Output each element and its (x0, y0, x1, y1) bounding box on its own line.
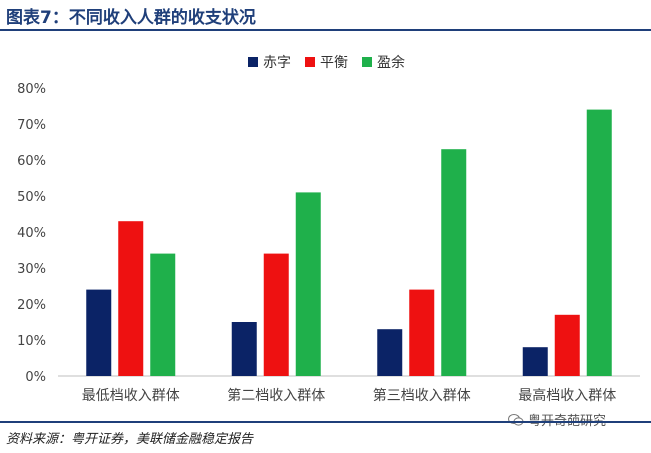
legend-swatch-deficit (248, 57, 258, 67)
legend-item-deficit: 赤字 (248, 52, 291, 72)
wechat-icon (508, 413, 524, 426)
legend: 赤字 平衡 盈余 (248, 52, 419, 72)
x-tick-label: 第三档收入群体 (373, 387, 471, 404)
legend-swatch-surplus (362, 57, 372, 67)
title-rule (0, 29, 651, 31)
chart-title: 图表7：不同收入人群的收支状况 (6, 8, 256, 28)
y-tick-label: 30% (17, 262, 46, 277)
y-tick-label: 10% (17, 334, 46, 349)
legend-item-surplus: 盈余 (362, 52, 405, 72)
bar-surplus (586, 109, 612, 376)
y-tick-label: 50% (17, 190, 46, 205)
bar-deficit (377, 329, 403, 376)
bar-deficit (86, 289, 112, 376)
legend-label-surplus: 盈余 (377, 55, 405, 71)
bar-surplus (295, 192, 321, 376)
legend-swatch-balance (305, 57, 315, 67)
legend-item-balance: 平衡 (305, 52, 348, 72)
bar-balance (263, 253, 289, 376)
watermark-text: 粤开奇葩研究 (528, 414, 607, 429)
x-tick-label: 最高档收入群体 (518, 387, 616, 404)
legend-label-balance: 平衡 (320, 55, 348, 71)
bar-deficit (522, 347, 548, 376)
legend-label-deficit: 赤字 (263, 55, 291, 71)
bar-balance (409, 289, 435, 376)
x-tick-label: 最低档收入群体 (82, 388, 180, 404)
bar-balance (554, 314, 580, 376)
source-rule (0, 421, 651, 423)
y-tick-label: 40% (17, 226, 46, 241)
source-note: 资料来源：粤开证券，美联储金融稳定报告 (6, 432, 254, 447)
y-tick-label: 0% (25, 370, 46, 385)
y-tick-label: 80% (17, 82, 46, 97)
y-tick-label: 60% (17, 154, 46, 169)
bar-balance (118, 221, 144, 376)
bar-surplus (150, 253, 176, 376)
bar-surplus (441, 149, 467, 376)
title-bar: 图表7：不同收入人群的收支状况 (0, 0, 651, 31)
y-tick-label: 70% (17, 118, 46, 133)
y-tick-label: 20% (17, 298, 46, 313)
bar-deficit (231, 322, 257, 376)
watermark: 粤开奇葩研究 (508, 410, 606, 429)
bar-chart: 0% 10% 20% 30% 40% 50% 60% 70% 80% 最低档收入群体 第二档收入群体… (17, 82, 640, 404)
x-tick-label: 第二档收入群体 (227, 387, 325, 404)
